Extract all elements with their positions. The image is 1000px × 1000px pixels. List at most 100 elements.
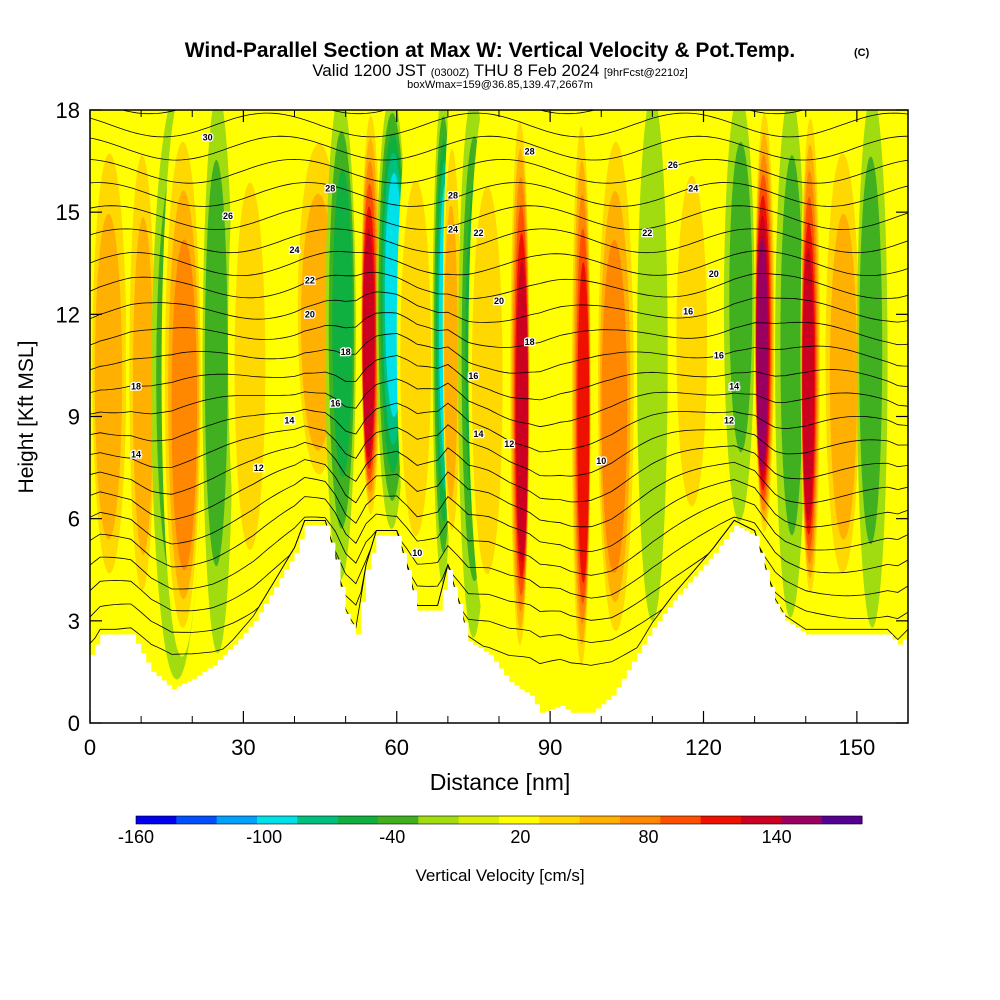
theta-contour <box>90 135 908 161</box>
contour-label: 10 <box>596 456 606 466</box>
theta-contour <box>90 519 908 621</box>
colorbar-swatch <box>499 816 540 824</box>
colorbar-swatch <box>176 816 218 824</box>
subtitle-fcst: [9hrFcst@2210z] <box>604 67 688 79</box>
theta-contour <box>90 424 908 477</box>
x-tick-label: 60 <box>385 735 409 760</box>
theta-contour <box>90 378 908 428</box>
colorbar-swatch <box>257 816 298 824</box>
velocity-band <box>125 110 157 626</box>
contour-label: 14 <box>284 415 294 425</box>
colorbar-tick-label: -100 <box>246 827 282 847</box>
contour-label: 14 <box>729 381 739 391</box>
contour-label: 10 <box>412 548 422 558</box>
theta-contour <box>90 516 908 599</box>
colorbar-label: Vertical Velocity [cm/s] <box>415 866 584 885</box>
contour-labels: 30 28 26 24 22 20 18 16 14 12 18 14 10 28 28 24 22 20 18 16… <box>130 131 741 559</box>
colorbar-swatch <box>700 816 742 824</box>
velocity-band <box>202 110 234 654</box>
theta-contour <box>90 312 908 349</box>
colorbar: -160 -100 -40 20 80 140 <box>118 815 863 847</box>
velocity-band <box>775 110 806 618</box>
velocity-band <box>90 110 131 608</box>
subtitle-utc: (0300Z) <box>431 67 470 79</box>
velocity-shade <box>756 236 768 470</box>
velocity-bands <box>90 110 888 686</box>
chart-subtitle: Valid 1200 JST (0300Z) THU 8 Feb 2024 [9… <box>312 61 688 80</box>
colorbar-swatch <box>781 816 823 824</box>
contour-label: 22 <box>642 228 652 238</box>
colorbar-swatch <box>660 816 702 824</box>
y-axis-label: Height [Kft MSL] <box>15 341 38 494</box>
colorbar-tick-label: 140 <box>762 827 792 847</box>
x-axis-label: Distance [nm] <box>430 769 571 795</box>
colorbar-swatch <box>297 816 339 824</box>
contour-label: 30 <box>203 133 213 143</box>
velocity-band <box>723 110 755 522</box>
theta-contour <box>90 205 908 230</box>
velocity-shade <box>729 141 753 453</box>
contour-label: 24 <box>448 225 458 235</box>
velocity-band <box>509 110 530 662</box>
velocity-shade <box>444 205 458 501</box>
velocity-shade <box>601 239 628 574</box>
contour-label: 24 <box>289 245 299 255</box>
x-axis: 0 30 60 90 120 150 <box>84 110 875 760</box>
x-tick-label: 90 <box>538 735 562 760</box>
x-tick-label: 0 <box>84 735 96 760</box>
velocity-shade <box>362 229 375 458</box>
contour-label: 20 <box>305 310 315 320</box>
contour-label: 20 <box>494 296 504 306</box>
theta-contour <box>90 110 908 115</box>
colorbar-frame <box>135 815 863 825</box>
theta-contours <box>90 110 908 666</box>
velocity-shade <box>802 248 815 521</box>
subtitle-date: THU 8 Feb 2024 <box>474 61 600 80</box>
velocity-shade <box>94 213 123 540</box>
y-axis: 0 3 6 9 12 15 18 <box>56 98 908 736</box>
y-tick-label: 6 <box>68 507 80 532</box>
colorbar-swatch <box>337 816 379 824</box>
theta-contour <box>90 291 908 323</box>
contour-label: 22 <box>474 228 484 238</box>
velocity-band <box>396 110 438 584</box>
theta-contour <box>90 158 908 184</box>
velocity-shade <box>471 186 503 575</box>
theta-contour <box>90 496 908 576</box>
contour-label: 18 <box>525 337 535 347</box>
colorbar-tick-label: 80 <box>638 827 658 847</box>
velocity-shade <box>400 180 432 536</box>
contour-label: 28 <box>448 191 458 201</box>
subtitle-valid: Valid 1200 JST <box>312 61 426 80</box>
colorbar-swatch <box>741 816 782 824</box>
plot-area: 30 28 26 24 22 20 18 16 14 12 18 14 10 28 28 24 22 20 18 16… <box>90 110 908 723</box>
colorbar-tick-label: -160 <box>118 827 154 847</box>
theta-contour <box>90 333 908 374</box>
contour-label: 14 <box>474 429 484 439</box>
contour-label: 20 <box>709 269 719 279</box>
subtitle-box: boxWmax=159@36.85,139.47,2667m <box>407 79 593 91</box>
x-tick-label: 150 <box>839 735 876 760</box>
velocity-shade <box>676 175 708 507</box>
velocity-shade <box>332 168 353 478</box>
velocity-band <box>821 110 862 608</box>
velocity-shade <box>204 160 228 567</box>
velocity-band <box>442 110 464 560</box>
colorbar-swatch <box>378 816 419 824</box>
contour-label: 18 <box>131 381 141 391</box>
y-tick-label: 18 <box>56 98 80 123</box>
chart-title: Wind-Parallel Section at Max W: Vertical… <box>185 39 796 62</box>
colorbar-swatch <box>539 816 581 824</box>
contour-label: 26 <box>223 211 233 221</box>
velocity-band <box>325 110 356 580</box>
theta-contour <box>90 519 908 644</box>
theta-contour <box>90 250 908 276</box>
velocity-shade <box>829 213 858 540</box>
contour-label: 12 <box>254 463 264 473</box>
contour-label: 16 <box>330 398 340 408</box>
y-tick-label: 12 <box>56 302 80 327</box>
velocity-shade <box>780 155 804 536</box>
colorbar-tick-label: 20 <box>510 827 530 847</box>
velocity-shade <box>577 262 590 584</box>
velocity-shade <box>859 156 883 545</box>
